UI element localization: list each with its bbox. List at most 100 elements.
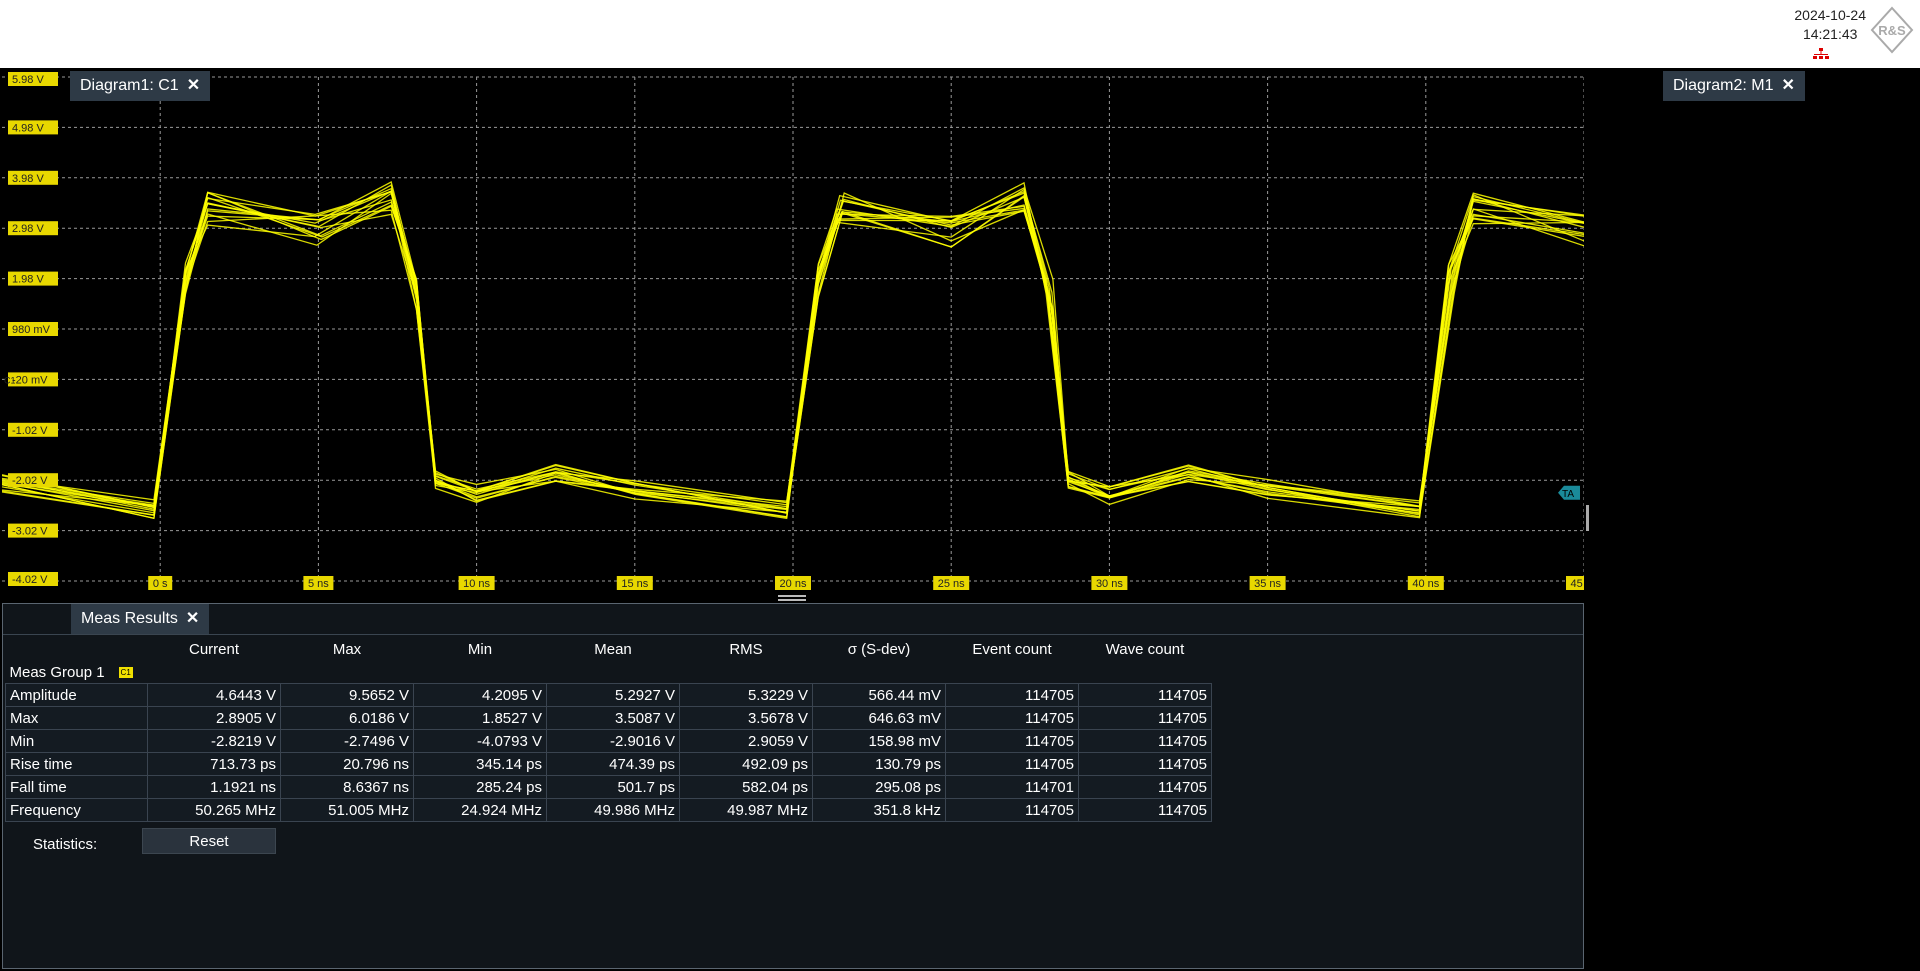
meas-results-table: Current Max Min Mean RMS σ (S-dev) Event…: [5, 637, 1212, 822]
x-tick-bg: [616, 576, 653, 590]
table-row[interactable]: Fall time 1.1921 ns 8.6367 ns 285.24 ps 501.…: [5, 775, 1212, 799]
table-cell: -2.8219 V: [147, 729, 281, 753]
table-cell: 114705: [1078, 683, 1212, 707]
x-tick-label: 5 ns: [308, 578, 329, 590]
table-cell: 158.98 mV: [812, 729, 946, 753]
panel-resize-handle[interactable]: [778, 595, 806, 601]
diagram1[interactable]: 5.98 V 4.98 V 3.98 V 2.98 V 1.98 V 980 mV -20 …: [2, 69, 1584, 591]
diagram1-tab-label: Diagram1: C1: [80, 77, 179, 94]
x-tick-bg: [148, 576, 173, 590]
network-icon: [1813, 48, 1829, 59]
y-tick-label: 4.98 V: [12, 122, 44, 134]
table-cell: 6.0186 V: [280, 706, 414, 730]
table-cell: 50.265 MHz: [147, 798, 281, 822]
x-tick-label: 0 s: [153, 578, 168, 590]
waveform-trace: [2, 181, 1584, 510]
y-tick-bg: [8, 572, 58, 586]
table-cell: 51.005 MHz: [280, 798, 414, 822]
row-label: Min: [5, 729, 148, 753]
row-label: Frequency: [5, 798, 148, 822]
table-cell: 114705: [945, 706, 1079, 730]
table-cell: 646.63 mV: [812, 706, 946, 730]
column-header: Mean: [594, 640, 632, 658]
date-text: 2024-10-24: [1794, 7, 1866, 23]
time-text: 14:21:43: [1802, 26, 1858, 42]
x-tick-bg: [933, 576, 970, 590]
y-tick-label: 3.98 V: [12, 173, 44, 185]
x-tick-bg: [1091, 576, 1128, 590]
table-cell: 285.24 ps: [413, 775, 547, 799]
diagram2-tab[interactable]: Diagram2: M1 ✕: [1663, 71, 1805, 101]
row-label: Fall time: [5, 775, 148, 799]
rs-logo: R&S: [1870, 6, 1914, 54]
group-row: Meas Group 1 C1: [6, 661, 1212, 684]
y-tick-label: -4.02 V: [12, 574, 48, 586]
close-icon[interactable]: ✕: [1781, 77, 1795, 94]
diagram1-tab[interactable]: Diagram1: C1 ✕: [70, 71, 211, 101]
diagram2[interactable]: Diagram2: M1 ✕: [1589, 69, 1920, 971]
y-tick-label: -3.02 V: [12, 526, 48, 538]
x-tick-label: 40 ns: [1412, 578, 1439, 590]
table-cell: 713.73 ps: [147, 752, 281, 776]
table-cell: 24.924 MHz: [413, 798, 547, 822]
table-cell: 3.5678 V: [679, 706, 813, 730]
logo-text: R&S: [1878, 23, 1906, 38]
table-cell: 114705: [1078, 775, 1212, 799]
y-tick-label: -2.02 V: [12, 475, 48, 487]
row-label: Rise time: [5, 752, 148, 776]
table-cell: -2.9016 V: [546, 729, 680, 753]
table-cell: 114705: [1078, 706, 1212, 730]
close-icon[interactable]: ✕: [185, 610, 200, 627]
y-tick-label: 2.98 V: [12, 223, 44, 235]
column-header: Max: [332, 640, 362, 658]
table-cell: 1.1921 ns: [147, 775, 281, 799]
y-tick-bg: [8, 372, 58, 387]
column-header: RMS: [729, 640, 763, 658]
y-tick-bg: [8, 523, 58, 538]
waveform-trace: [2, 181, 1584, 520]
table-cell: 114705: [945, 729, 1079, 753]
diagram2-tab-label: Diagram2: M1: [1673, 77, 1774, 94]
y-tick-bg: [8, 322, 58, 336]
row-label: Amplitude: [5, 683, 148, 707]
waveform-trace: [2, 190, 1584, 516]
table-cell: 9.5652 V: [280, 683, 414, 707]
table-cell: 4.2095 V: [413, 683, 547, 707]
y-tick-bg: [8, 170, 58, 185]
table-cell: 114705: [1078, 729, 1212, 753]
table-row[interactable]: Rise time 713.73 ps 20.796 ns 345.14 ps 474.…: [5, 752, 1212, 776]
table-cell: 2.9059 V: [679, 729, 813, 753]
table-cell: 114705: [1078, 798, 1212, 822]
meas-results-tab[interactable]: Meas Results ✕: [71, 604, 210, 634]
channel-marker: C1: [4, 375, 16, 385]
column-header: Event count: [972, 640, 1052, 658]
x-tick-bg: [458, 576, 495, 590]
table-cell: 114705: [1078, 752, 1212, 776]
table-row[interactable]: Max 2.8905 V 6.0186 V 1.8527 V 3.5087 V 3.567…: [5, 706, 1212, 730]
clock: 2024-10-24 14:21:43: [1794, 6, 1866, 44]
y-tick-label: -1.02 V: [12, 425, 48, 437]
reset-button[interactable]: Reset: [142, 828, 276, 854]
y-tick-bg: [8, 120, 58, 135]
waveform-plot[interactable]: 5.98 V 4.98 V 3.98 V 2.98 V 1.98 V 980 mV -20 …: [2, 69, 1584, 591]
close-icon[interactable]: ✕: [186, 77, 201, 94]
y-tick-bg: [8, 271, 58, 286]
x-tick-label: 35 ns: [1254, 578, 1281, 590]
table-row[interactable]: Frequency 50.265 MHz 51.005 MHz 24.924 MHz 4…: [5, 798, 1212, 822]
y-tick-label: -20 mV: [12, 374, 48, 386]
table-cell: 130.79 ps: [812, 752, 946, 776]
statistics-label: Statistics:: [33, 836, 98, 853]
column-header: σ (S-dev): [847, 640, 911, 658]
trigger-marker-icon[interactable]: [1558, 485, 1580, 500]
table-row[interactable]: Amplitude 4.6443 V 9.5652 V 4.2095 V 5.2927 …: [5, 683, 1212, 707]
table-cell: 3.5087 V: [546, 706, 680, 730]
table-cell: 501.7 ps: [546, 775, 680, 799]
table-cell: 5.2927 V: [546, 683, 680, 707]
table-cell: 49.986 MHz: [546, 798, 680, 822]
side-resize-handle[interactable]: [1586, 505, 1589, 531]
x-tick-label: 15 ns: [621, 578, 648, 590]
table-cell: 492.09 ps: [679, 752, 813, 776]
table-cell: 474.39 ps: [546, 752, 680, 776]
waveform-trace: [2, 191, 1584, 520]
